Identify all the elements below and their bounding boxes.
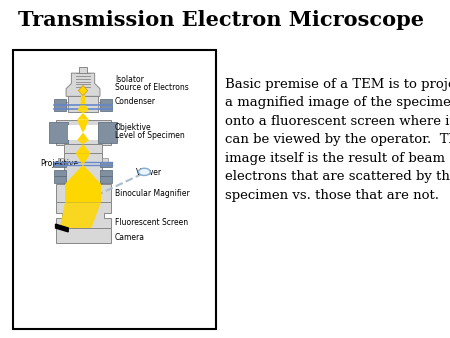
- Bar: [79, 67, 87, 73]
- Bar: [55, 228, 111, 243]
- Bar: [68, 125, 98, 140]
- Polygon shape: [55, 224, 68, 232]
- Bar: [102, 158, 108, 166]
- Polygon shape: [76, 153, 90, 162]
- Bar: [100, 162, 112, 167]
- Polygon shape: [60, 202, 101, 228]
- Text: Camera: Camera: [115, 233, 145, 242]
- Polygon shape: [81, 162, 85, 165]
- Polygon shape: [81, 130, 85, 132]
- Polygon shape: [76, 144, 90, 153]
- Polygon shape: [78, 86, 88, 96]
- Bar: [58, 158, 64, 166]
- Polygon shape: [77, 132, 89, 140]
- Bar: [54, 162, 66, 167]
- Text: Binocular Magnifier: Binocular Magnifier: [115, 189, 189, 198]
- Polygon shape: [65, 165, 101, 184]
- Bar: [62, 101, 68, 109]
- Circle shape: [139, 168, 150, 175]
- Text: Fluorescent Screen: Fluorescent Screen: [115, 218, 188, 227]
- Polygon shape: [81, 96, 86, 105]
- Bar: [100, 176, 112, 183]
- Polygon shape: [66, 73, 100, 96]
- Bar: [54, 176, 66, 183]
- Polygon shape: [77, 120, 89, 130]
- Bar: [100, 105, 112, 111]
- Bar: [64, 144, 102, 153]
- Text: Projektive: Projektive: [40, 159, 79, 168]
- Bar: [98, 101, 104, 109]
- Text: Source of Electrons: Source of Electrons: [115, 83, 189, 92]
- Text: Isolator: Isolator: [115, 75, 144, 84]
- Bar: [64, 165, 102, 184]
- Bar: [49, 122, 68, 143]
- Bar: [100, 170, 112, 176]
- Bar: [64, 153, 102, 169]
- Bar: [68, 96, 98, 112]
- Text: Condenser: Condenser: [115, 97, 156, 106]
- Bar: [54, 170, 66, 176]
- Polygon shape: [77, 140, 89, 144]
- Polygon shape: [77, 105, 89, 111]
- Polygon shape: [55, 202, 111, 228]
- Bar: [98, 122, 117, 143]
- Text: Basic premise of a TEM is to project
a magnified image of the specimen
onto a fl: Basic premise of a TEM is to project a m…: [225, 78, 450, 202]
- Text: Transmission Electron Microscope: Transmission Electron Microscope: [18, 10, 424, 30]
- Polygon shape: [77, 111, 89, 113]
- Text: Level of Specimen: Level of Specimen: [115, 130, 184, 140]
- Bar: [55, 120, 111, 145]
- Bar: [54, 105, 66, 111]
- Bar: [54, 99, 66, 104]
- Text: Viewer: Viewer: [136, 168, 162, 177]
- Bar: [100, 99, 112, 104]
- Polygon shape: [77, 113, 89, 120]
- Polygon shape: [65, 184, 101, 202]
- Text: Objektive: Objektive: [115, 123, 151, 132]
- Bar: [55, 184, 111, 202]
